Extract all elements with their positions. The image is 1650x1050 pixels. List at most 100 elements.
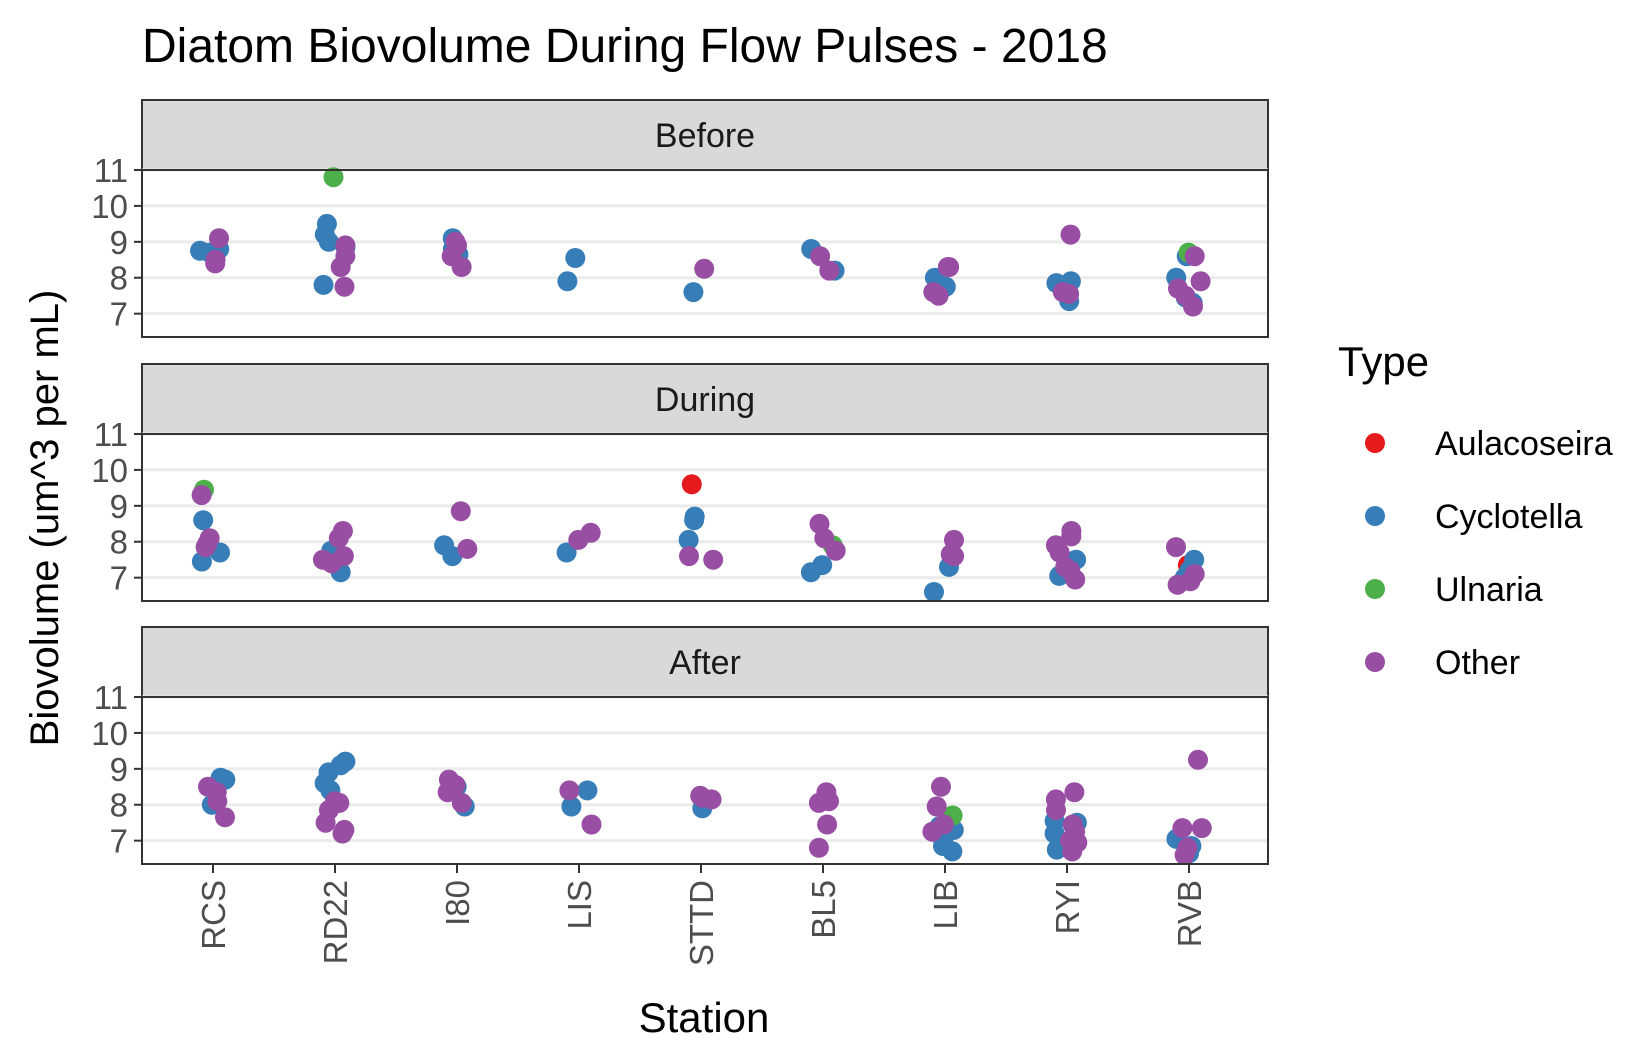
data-point	[1166, 537, 1186, 558]
y-tick-label: 7	[110, 823, 128, 860]
legend-label: Cyclotella	[1435, 498, 1582, 536]
data-point	[817, 814, 838, 835]
data-point	[557, 271, 578, 292]
x-tick-label: I80	[439, 880, 476, 926]
data-point	[215, 807, 235, 828]
data-point	[191, 485, 212, 506]
data-point	[931, 776, 951, 797]
legend-swatch	[1365, 652, 1385, 672]
data-point	[328, 528, 349, 549]
data-point	[318, 231, 339, 252]
data-point	[1167, 574, 1188, 595]
data-point	[1168, 278, 1188, 299]
panel-border	[141, 696, 1269, 865]
data-point	[944, 546, 965, 567]
y-axis-label: Biovolume (um^3 per mL)	[23, 290, 67, 747]
data-point	[1188, 749, 1208, 770]
data-point	[683, 282, 704, 303]
data-point	[694, 258, 715, 279]
data-point	[933, 814, 954, 835]
y-tick-label: 7	[110, 296, 128, 333]
data-point	[692, 787, 713, 808]
data-point	[316, 213, 337, 234]
series-ulnaria	[194, 479, 843, 556]
legend-swatch	[1365, 506, 1385, 526]
legend-entry: Other	[1365, 644, 1520, 682]
y-tick-label: 11	[94, 152, 128, 189]
legend-entry: Aulacoseira	[1365, 425, 1613, 463]
y-tick-label: 11	[94, 679, 128, 716]
data-point	[812, 555, 833, 576]
data-point	[334, 276, 355, 297]
y-tick-label: 9	[110, 751, 128, 788]
data-point	[205, 249, 226, 270]
data-point	[1060, 224, 1081, 245]
facet-strip	[141, 99, 1269, 171]
data-point	[323, 167, 344, 188]
data-point	[703, 549, 724, 570]
series-other	[205, 224, 1211, 317]
data-point	[1184, 246, 1205, 267]
legend-entry: Cyclotella	[1365, 498, 1582, 536]
x-tick-label: RYI	[1049, 880, 1086, 934]
x-tick-label: LIS	[561, 880, 598, 930]
data-point	[808, 792, 829, 813]
y-tick-label: 8	[110, 524, 128, 561]
facet-label: During	[655, 381, 755, 419]
data-point	[198, 776, 218, 797]
series-other	[191, 485, 1205, 595]
data-point	[457, 538, 478, 559]
x-tick-label: BL5	[805, 880, 842, 939]
data-point	[928, 285, 949, 306]
data-point	[333, 546, 354, 567]
data-point	[1190, 271, 1211, 292]
legend-entry: Ulnaria	[1365, 571, 1543, 609]
data-point	[942, 841, 963, 862]
data-point	[1046, 800, 1066, 821]
x-axis-label: Station	[639, 994, 770, 1041]
y-tick-label: 8	[110, 260, 128, 297]
x-tick-label: STTD	[683, 880, 720, 966]
data-point	[678, 529, 699, 550]
data-point	[450, 501, 471, 522]
data-point	[819, 260, 840, 281]
data-point	[1061, 526, 1082, 547]
data-point	[199, 528, 220, 549]
data-point	[577, 780, 598, 801]
data-point	[681, 474, 702, 495]
legend-swatch	[1365, 433, 1385, 453]
x-tick-label: LIB	[927, 880, 964, 930]
y-tick-label: 11	[94, 416, 128, 453]
data-point	[561, 796, 582, 817]
data-point	[442, 546, 463, 567]
legend-swatch	[1365, 579, 1385, 599]
data-point	[679, 546, 699, 567]
y-tick-label: 10	[91, 452, 128, 489]
data-point	[556, 542, 577, 563]
data-point	[325, 791, 345, 812]
legend-label: Ulnaria	[1435, 571, 1543, 609]
legend-label: Aulacoseira	[1435, 425, 1613, 463]
data-point	[926, 796, 947, 817]
data-point	[810, 246, 831, 267]
legend-title: Type	[1338, 338, 1429, 385]
y-tick-label: 8	[110, 787, 128, 824]
data-point	[1191, 818, 1212, 839]
data-point	[315, 812, 336, 833]
data-point	[1172, 818, 1193, 839]
data-point	[565, 248, 586, 268]
panel-border	[141, 169, 1269, 338]
data-point	[937, 257, 958, 277]
facet-label: Before	[655, 117, 755, 155]
data-point	[451, 792, 472, 813]
data-point	[559, 780, 580, 801]
data-point	[1177, 837, 1198, 858]
series-other	[198, 749, 1212, 865]
data-point	[193, 510, 214, 531]
data-point	[445, 775, 466, 795]
data-point	[445, 231, 466, 252]
y-tick-label: 10	[91, 188, 128, 225]
